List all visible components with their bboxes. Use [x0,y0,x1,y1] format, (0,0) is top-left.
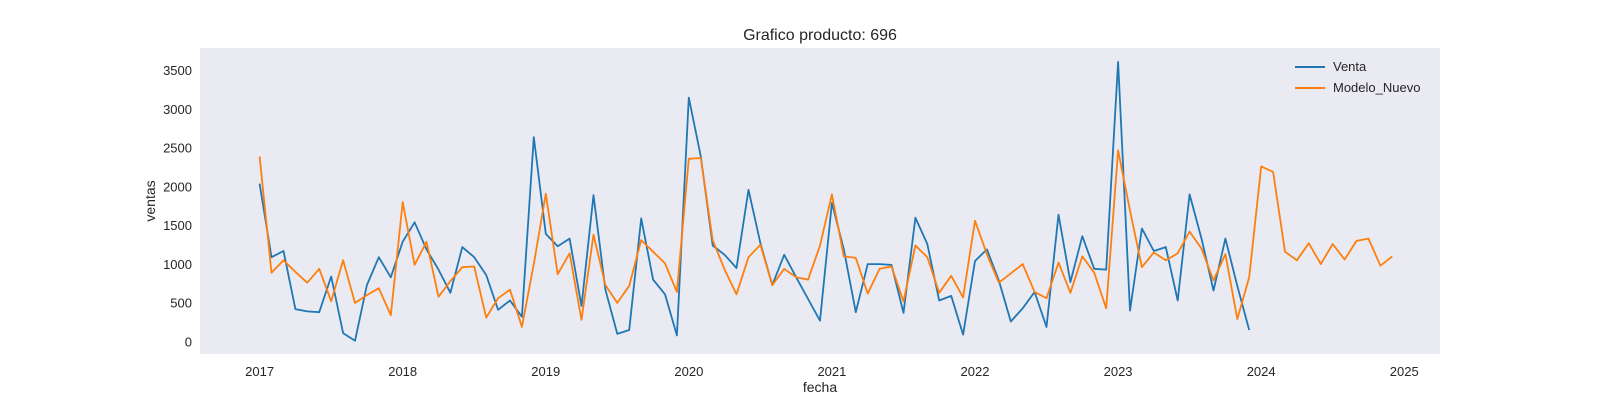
x-tick-label: 2020 [674,364,703,379]
y-axis-ticks: 0 500 1000 1500 2000 2500 3000 3500 [163,63,192,349]
y-tick-label: 3500 [163,63,192,78]
y-tick-label: 0 [185,334,192,349]
x-tick-label: 2018 [388,364,417,379]
plot-area-background [200,48,1440,354]
series-lines [258,61,1393,342]
legend-label-venta: Venta [1333,59,1367,74]
legend: Venta Modelo_Nuevo [1295,59,1420,95]
x-tick-label: 2017 [245,364,274,379]
x-tick-label: 2022 [961,364,990,379]
chart-title: Grafico producto: 696 [743,27,897,44]
x-tick-label: 2024 [1247,364,1276,379]
y-axis-label: ventas [142,180,158,221]
y-tick-label: 3000 [163,102,192,117]
y-tick-label: 1000 [163,257,192,272]
x-axis-label: fecha [803,379,837,395]
y-tick-label: 2500 [163,141,192,156]
y-tick-label: 2000 [163,179,192,194]
legend-label-modelo-nuevo: Modelo_Nuevo [1333,80,1420,95]
series-line-modelo-nuevo [258,149,1393,328]
x-axis-ticks: 2017 2018 2019 2020 2021 2022 2023 2024 2025 [245,364,1419,379]
y-tick-label: 1500 [163,218,192,233]
y-tick-label: 500 [170,296,192,311]
x-tick-label: 2021 [817,364,846,379]
x-tick-label: 2025 [1390,364,1419,379]
x-tick-label: 2023 [1104,364,1133,379]
x-tick-label: 2019 [531,364,560,379]
